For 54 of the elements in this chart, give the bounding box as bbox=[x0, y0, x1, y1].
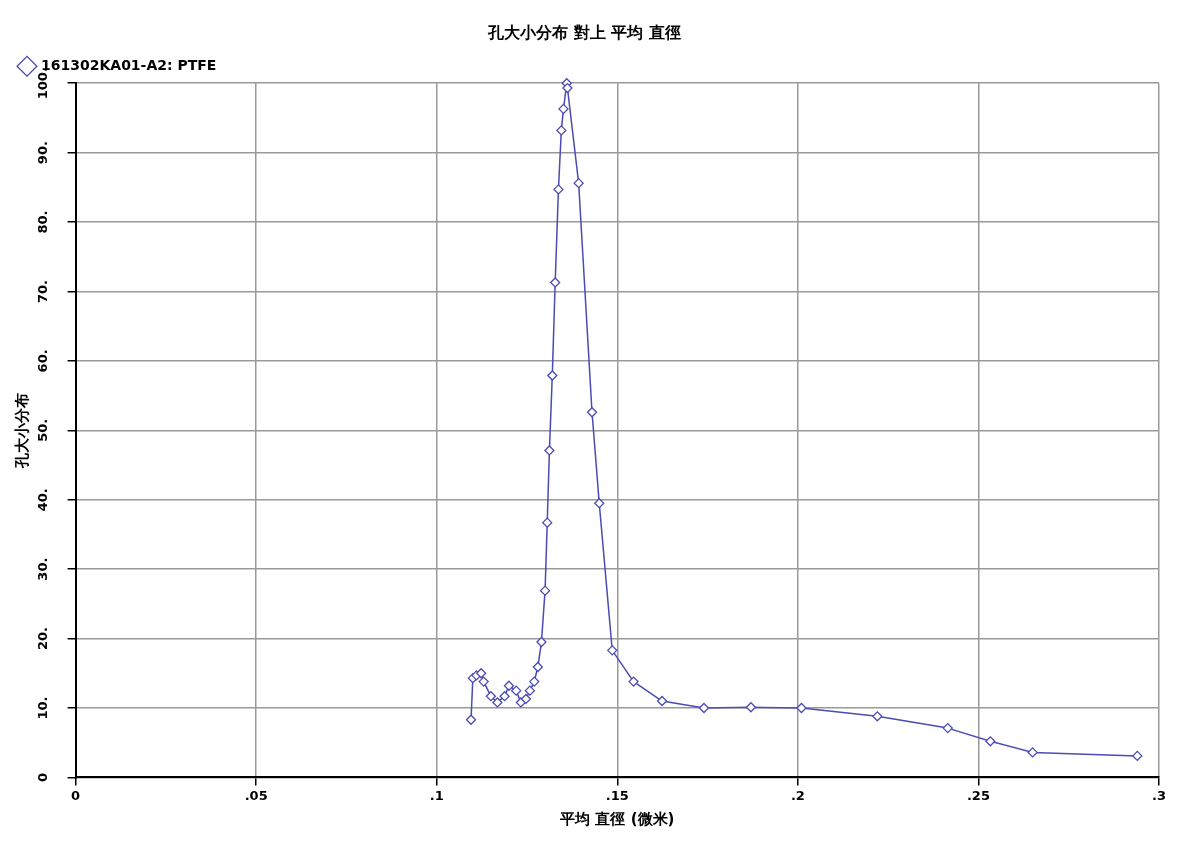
point bbox=[942, 722, 953, 734]
chart-title: 孔大小分布 對上 平均 直徑 bbox=[487, 22, 681, 42]
point bbox=[547, 370, 558, 381]
point bbox=[478, 676, 489, 687]
point bbox=[465, 714, 477, 725]
point bbox=[1027, 747, 1038, 758]
point bbox=[553, 184, 564, 195]
y-tick-label: 40. bbox=[34, 488, 50, 512]
point bbox=[745, 702, 757, 713]
y-tick-label: 90. bbox=[34, 141, 50, 165]
point bbox=[1132, 750, 1143, 762]
point bbox=[520, 693, 532, 705]
point bbox=[558, 103, 569, 115]
point bbox=[628, 676, 639, 687]
point bbox=[524, 685, 536, 696]
point bbox=[550, 277, 561, 288]
x-tick-label: .1 bbox=[429, 787, 444, 803]
x-tick-label: .2 bbox=[790, 787, 805, 803]
point bbox=[503, 680, 515, 691]
y-tick-label: 20. bbox=[34, 627, 50, 651]
point bbox=[586, 407, 598, 418]
x-tick-label: 0 bbox=[71, 787, 81, 803]
point bbox=[656, 695, 668, 707]
point bbox=[539, 585, 551, 596]
y-tick-label: 30. bbox=[34, 557, 50, 581]
x-tick-label: .3 bbox=[1152, 787, 1166, 803]
y-tick-label: 60. bbox=[34, 349, 50, 373]
y-axis-title: 孔大小分布 bbox=[12, 392, 31, 469]
y-tick-label: 10. bbox=[34, 696, 50, 720]
point bbox=[542, 517, 553, 528]
y-tick-label: 50. bbox=[34, 418, 50, 442]
point bbox=[499, 691, 510, 702]
point bbox=[485, 691, 497, 702]
point bbox=[985, 736, 996, 747]
x-tick-label: .15 bbox=[605, 787, 629, 803]
y-tick-label: 0 bbox=[34, 772, 50, 782]
point bbox=[556, 125, 567, 136]
point bbox=[607, 645, 618, 656]
point bbox=[562, 82, 573, 94]
point bbox=[594, 498, 605, 509]
y-tick-label: 70. bbox=[34, 279, 50, 303]
point bbox=[872, 711, 883, 722]
point bbox=[532, 661, 543, 673]
point bbox=[476, 668, 487, 679]
x-tick-label: .25 bbox=[966, 787, 990, 803]
point bbox=[529, 676, 540, 687]
x-tick-label: .05 bbox=[244, 787, 268, 803]
point bbox=[511, 685, 522, 696]
point bbox=[544, 445, 555, 456]
x-axis-title: 平均 直徑 (微米) bbox=[559, 809, 675, 828]
point bbox=[492, 697, 503, 708]
point bbox=[698, 702, 710, 714]
point bbox=[573, 178, 584, 189]
y-tick-label: 80. bbox=[34, 210, 50, 234]
